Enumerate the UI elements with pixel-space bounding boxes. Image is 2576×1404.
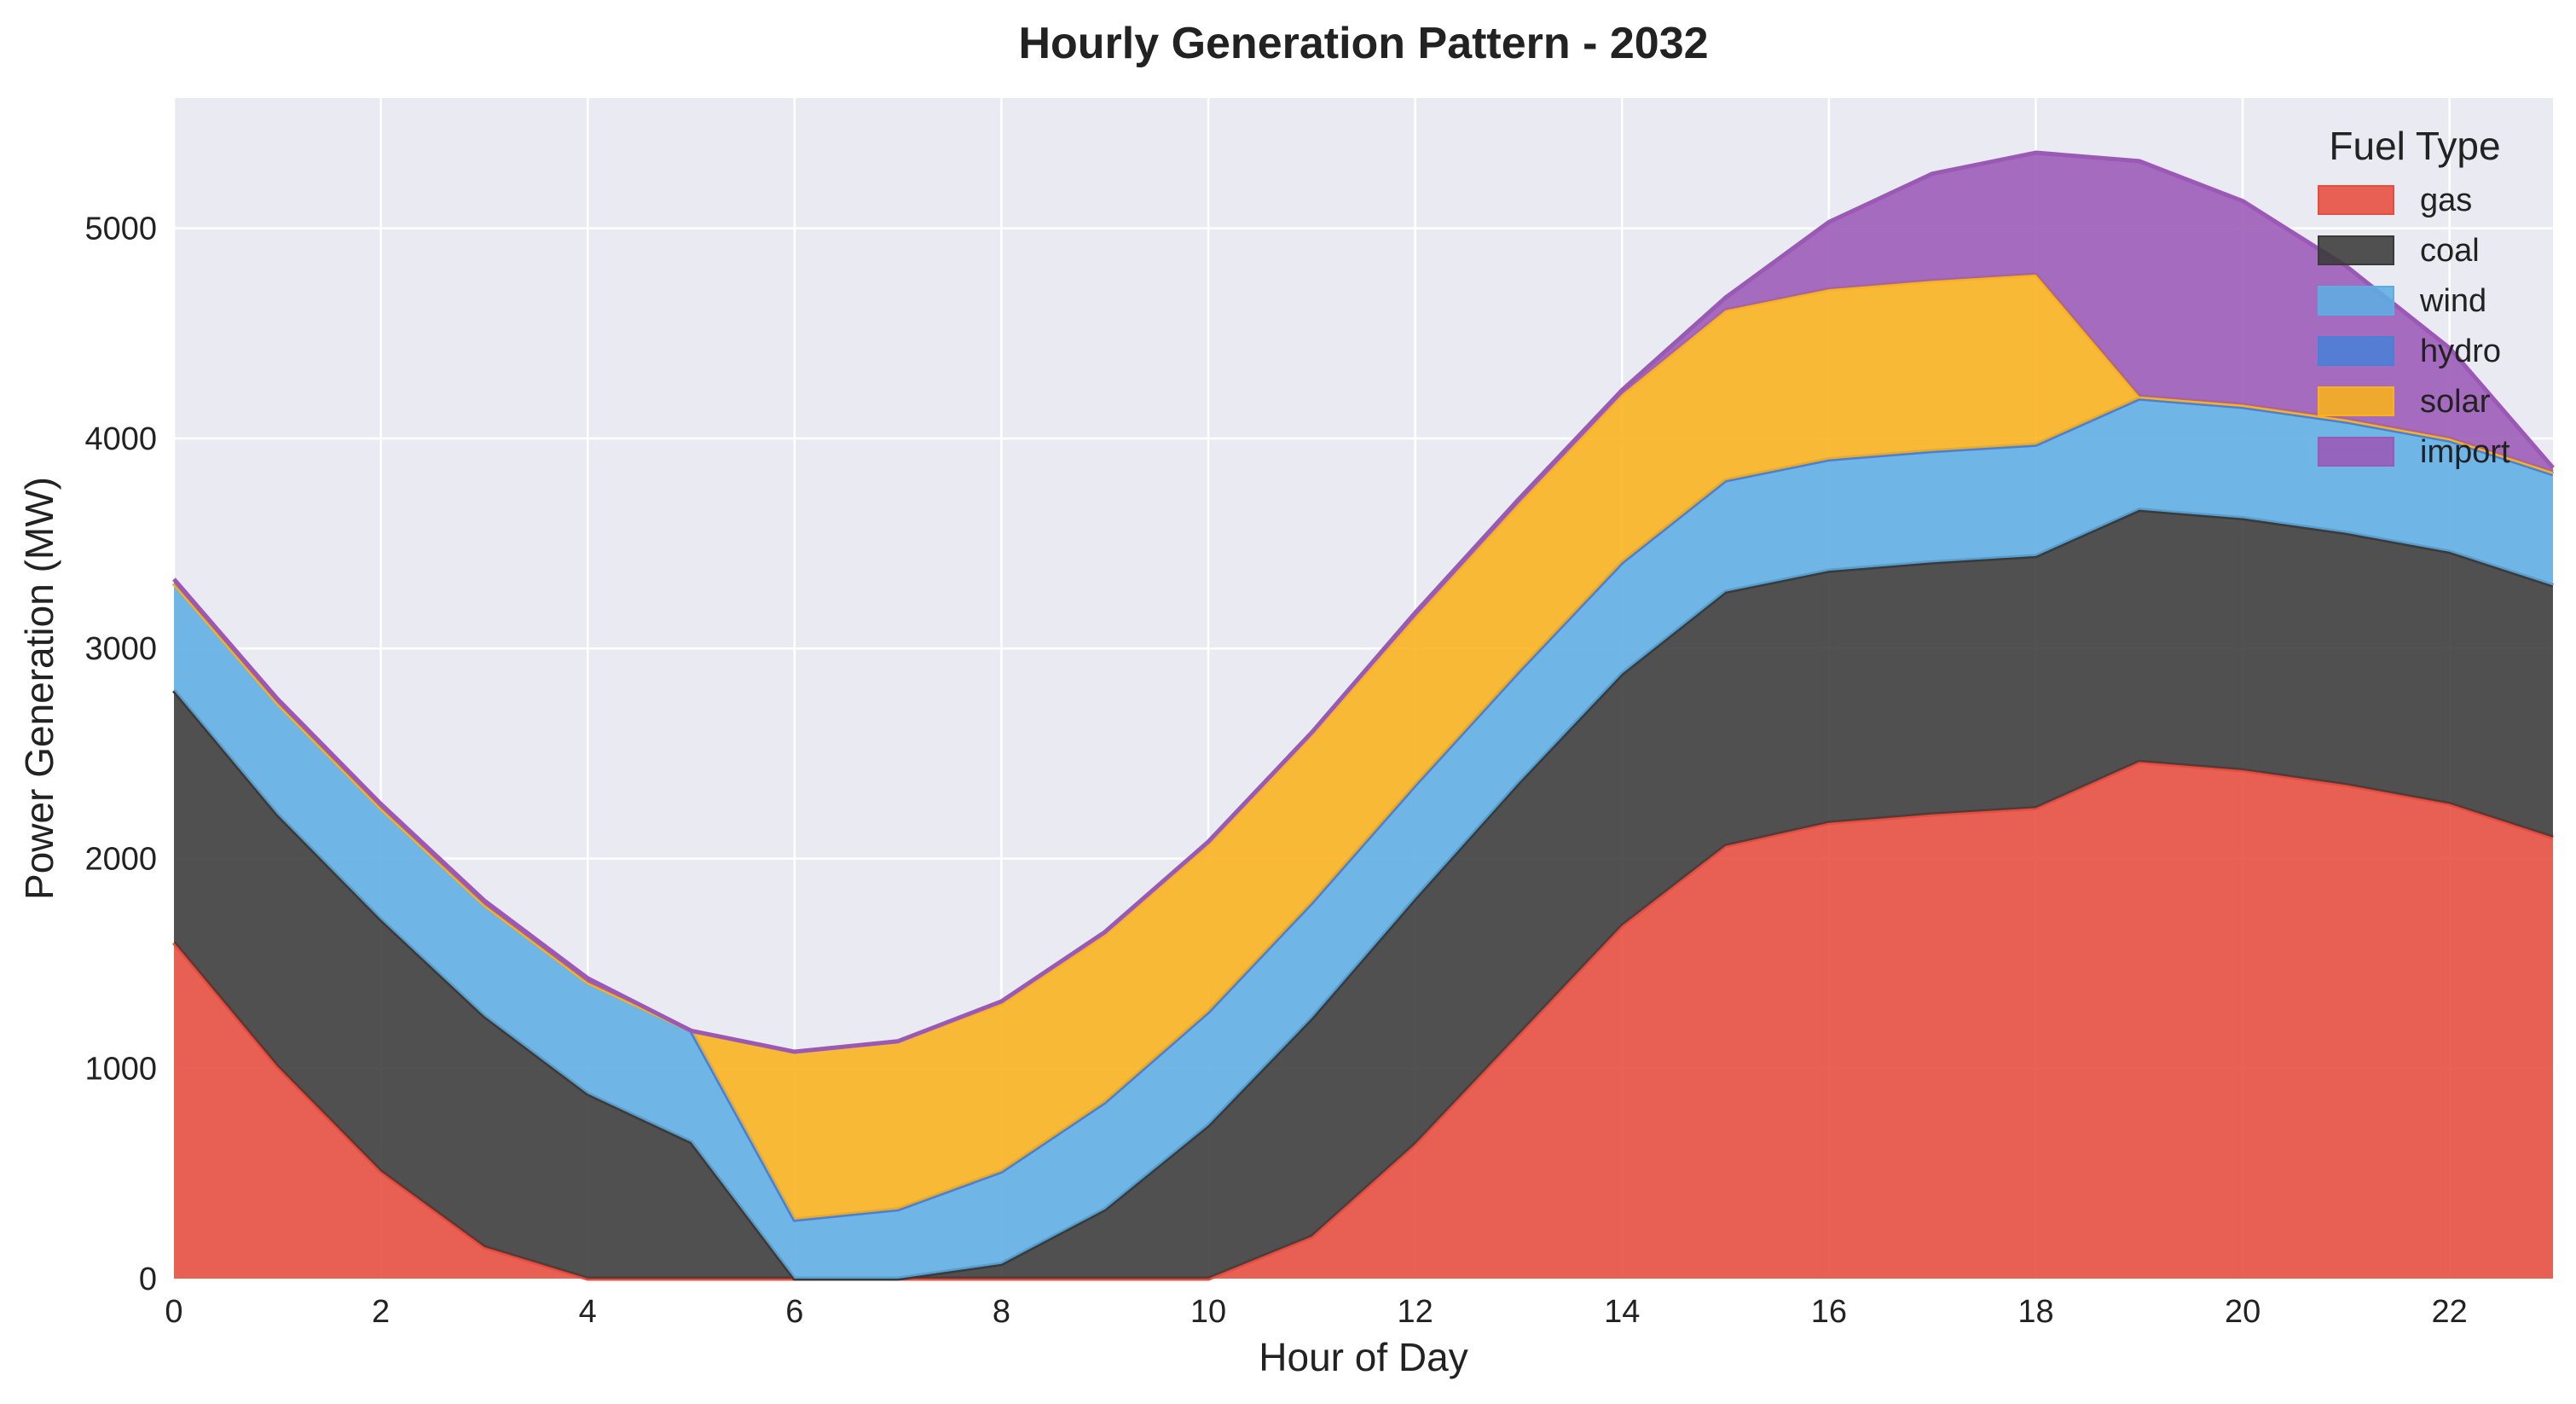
- y-tick-label: 1000: [84, 1052, 157, 1088]
- x-tick-label: 2: [372, 1294, 390, 1330]
- y-tick-label: 3000: [84, 631, 157, 667]
- y-tick-labels: 0 1000 2000 3000 4000 5000: [84, 212, 157, 1297]
- x-tick-label: 20: [2225, 1294, 2261, 1330]
- area-gas: [174, 762, 2553, 1279]
- legend-swatch-coal: [2318, 235, 2394, 265]
- x-tick-label: 18: [2017, 1294, 2053, 1330]
- x-tick-labels: 0 2 4 6 8 10 12 14 16 18 20 22: [165, 1294, 2467, 1330]
- line-gas: [172, 759, 2554, 1281]
- y-axis-label: Power Generation (MW): [17, 477, 61, 900]
- x-tick-label: 8: [993, 1294, 1010, 1330]
- x-tick-label: 6: [785, 1294, 803, 1330]
- legend-swatch-solar: [2318, 386, 2394, 416]
- y-tick-label: 4000: [84, 421, 157, 457]
- y-tick-label: 2000: [84, 841, 157, 877]
- x-tick-label: 4: [579, 1294, 597, 1330]
- legend-swatch-wind: [2318, 286, 2394, 316]
- legend-swatch-gas: [2318, 185, 2394, 215]
- line-import: [172, 150, 2555, 1054]
- chart-title: Hourly Generation Pattern - 2032: [1018, 19, 1708, 68]
- legend-label-solar: solar: [2420, 384, 2491, 420]
- legend-label-wind: wind: [2419, 283, 2486, 319]
- x-tick-label: 14: [1604, 1294, 1640, 1330]
- legend-title: Fuel Type: [2329, 124, 2500, 168]
- legend-label-coal: coal: [2420, 233, 2480, 269]
- x-tick-label: 0: [165, 1294, 182, 1330]
- legend-label-gas: gas: [2420, 183, 2472, 218]
- y-tick-label: 0: [139, 1262, 157, 1297]
- x-tick-label: 16: [1811, 1294, 1847, 1330]
- legend-swatch-import: [2318, 437, 2394, 467]
- area-coal: [174, 509, 2553, 1279]
- stacked-areas: [172, 150, 2555, 1281]
- legend: Fuel Type gas coal wind hydro solar import: [2318, 124, 2510, 470]
- legend-label-import: import: [2420, 434, 2510, 470]
- legend-swatch-hydro: [2318, 336, 2394, 366]
- legend-label-hydro: hydro: [2420, 334, 2501, 369]
- y-tick-label: 5000: [84, 212, 157, 247]
- x-tick-label: 12: [1398, 1294, 1433, 1330]
- area-wind: [174, 398, 2553, 1279]
- x-tick-label: 22: [2432, 1294, 2468, 1330]
- x-axis-label: Hour of Day: [1259, 1335, 1467, 1379]
- area-solar: [174, 274, 2553, 1221]
- x-tick-label: 10: [1190, 1294, 1226, 1330]
